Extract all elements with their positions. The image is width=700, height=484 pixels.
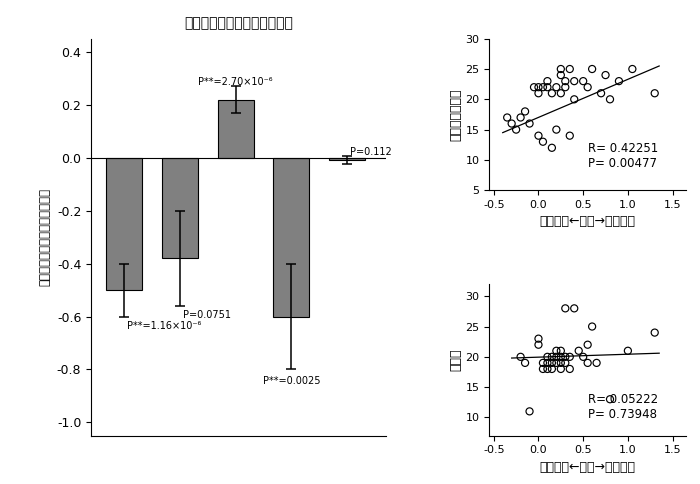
Point xyxy=(564,65,575,73)
Bar xyxy=(162,158,198,258)
Point xyxy=(524,408,535,415)
Point xyxy=(551,353,562,361)
Point xyxy=(582,359,594,367)
Point xyxy=(582,83,594,91)
Point xyxy=(560,304,571,312)
Text: P=0.112: P=0.112 xyxy=(350,147,391,157)
Point xyxy=(555,365,566,373)
Point xyxy=(519,359,531,367)
Point xyxy=(573,347,584,355)
Point xyxy=(542,365,553,373)
Text: R= 0.05222
P= 0.73948: R= 0.05222 P= 0.73948 xyxy=(588,393,658,421)
Point xyxy=(533,335,544,343)
Text: R= 0.42251
P= 0.00477: R= 0.42251 P= 0.00477 xyxy=(588,142,658,170)
Point xyxy=(533,83,544,91)
Point xyxy=(564,365,575,373)
Point xyxy=(519,107,531,115)
Point xyxy=(506,120,517,127)
Text: P**=0.0025: P**=0.0025 xyxy=(262,377,320,386)
Title: モデルによる攻撃行動の解析: モデルによる攻撃行動の解析 xyxy=(184,16,293,30)
Point xyxy=(622,347,634,355)
Y-axis label: 共憕性: 共憕性 xyxy=(449,348,463,371)
Point xyxy=(524,120,535,127)
Point xyxy=(568,95,580,103)
Point xyxy=(587,323,598,331)
Point xyxy=(542,77,553,85)
Point xyxy=(546,144,557,151)
Point xyxy=(564,353,575,361)
Point xyxy=(649,90,660,97)
Point xyxy=(560,359,571,367)
Point xyxy=(538,83,549,91)
Bar xyxy=(218,100,254,158)
Point xyxy=(542,359,553,367)
Point xyxy=(546,353,557,361)
Point xyxy=(582,341,594,348)
Point xyxy=(502,114,513,121)
Text: P**=2.70×10⁻⁶: P**=2.70×10⁻⁶ xyxy=(198,77,273,88)
Bar xyxy=(106,158,143,290)
Point xyxy=(626,65,638,73)
Point xyxy=(551,347,562,355)
Point xyxy=(533,90,544,97)
Point xyxy=(542,353,553,361)
Point xyxy=(560,83,571,91)
Point xyxy=(555,71,566,79)
Point xyxy=(533,132,544,139)
Point xyxy=(546,90,557,97)
Point xyxy=(568,304,580,312)
Point xyxy=(538,359,549,367)
Point xyxy=(578,353,589,361)
Point xyxy=(604,395,615,403)
Text: P=0.0751: P=0.0751 xyxy=(183,310,231,320)
Point xyxy=(555,359,566,367)
Point xyxy=(515,353,526,361)
Point xyxy=(596,90,607,97)
Point xyxy=(528,83,540,91)
Bar xyxy=(273,158,309,317)
Point xyxy=(546,359,557,367)
Point xyxy=(564,132,575,139)
Point xyxy=(600,71,611,79)
Point xyxy=(649,329,660,336)
Point xyxy=(510,126,522,134)
Point xyxy=(515,114,526,121)
Point xyxy=(538,365,549,373)
Y-axis label: 攻撃の原因パラメータの推定値: 攻撃の原因パラメータの推定値 xyxy=(38,188,51,286)
X-axis label: しにくい←同調→しやすい: しにくい←同調→しやすい xyxy=(540,461,636,474)
Y-axis label: 社会的不安傾向: 社会的不安傾向 xyxy=(449,88,463,141)
Point xyxy=(555,347,566,355)
Point xyxy=(591,359,602,367)
Point xyxy=(560,77,571,85)
Point xyxy=(578,77,589,85)
Point xyxy=(555,353,566,361)
Point xyxy=(568,77,580,85)
Point xyxy=(538,138,549,146)
Point xyxy=(560,353,571,361)
Point xyxy=(555,65,566,73)
Point xyxy=(555,90,566,97)
Point xyxy=(551,83,562,91)
Point xyxy=(551,126,562,134)
Point xyxy=(613,77,624,85)
Point xyxy=(533,341,544,348)
X-axis label: しにくい←同調→しやすい: しにくい←同調→しやすい xyxy=(540,215,636,228)
Text: P**=1.16×10⁻⁶: P**=1.16×10⁻⁶ xyxy=(127,321,202,331)
Point xyxy=(542,83,553,91)
Bar xyxy=(329,158,365,160)
Point xyxy=(546,365,557,373)
Point xyxy=(551,359,562,367)
Point xyxy=(604,95,615,103)
Point xyxy=(587,65,598,73)
